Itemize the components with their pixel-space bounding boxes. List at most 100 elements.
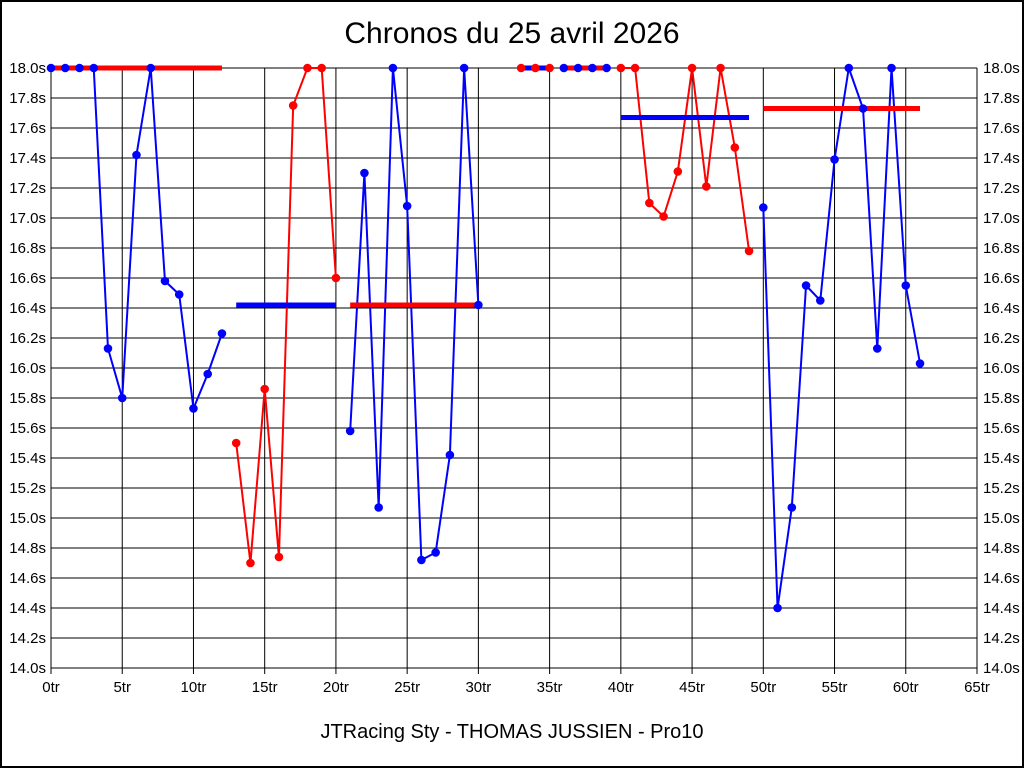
y-tick-label-right: 14.8s	[983, 540, 1020, 557]
session-7-point	[858, 104, 868, 113]
y-tick-label-left: 16.2s	[9, 330, 46, 347]
session-6-point	[659, 212, 668, 221]
x-tick-label: 0tr	[42, 679, 60, 696]
session-7-point	[759, 203, 768, 212]
x-tick-label: 45tr	[679, 679, 705, 696]
session-7-point	[773, 603, 782, 613]
y-tick-label-right: 15.4s	[983, 450, 1020, 467]
session-2-point	[274, 552, 284, 562]
session-3-point	[388, 63, 398, 73]
session-6-point	[687, 63, 697, 73]
session-6-point	[673, 167, 683, 176]
session-6-point	[616, 63, 626, 73]
x-tick-label: 60tr	[893, 679, 919, 696]
y-tick-label-left: 14.2s	[9, 630, 46, 647]
session-1-point	[89, 63, 99, 73]
session-7-point	[830, 155, 839, 164]
x-tick-label: 30tr	[465, 679, 491, 696]
session-2-point	[260, 384, 269, 394]
session-1-point	[189, 404, 198, 413]
y-tick-label-left: 16.6s	[9, 270, 46, 287]
y-tick-label-right: 14.2s	[983, 630, 1020, 647]
session-2-point	[231, 438, 241, 448]
session-6-line	[620, 67, 751, 252]
session-6-point	[630, 63, 640, 73]
session-7-point	[887, 63, 896, 73]
y-tick-label-left: 18.0s	[9, 60, 46, 77]
y-tick-label-left: 16.4s	[9, 300, 46, 317]
session-3-point	[417, 555, 426, 565]
session-3-point	[360, 168, 369, 178]
y-tick-label-left: 15.8s	[9, 390, 46, 407]
session-1-point	[160, 276, 170, 286]
y-tick-label-left: 15.2s	[9, 480, 46, 497]
session-2-point	[317, 63, 326, 73]
y-tick-label-left: 15.6s	[9, 420, 46, 437]
session-3-point	[345, 426, 355, 436]
session-7-point	[801, 281, 811, 290]
session-7-point	[915, 359, 925, 368]
y-tick-label-right: 16.6s	[983, 270, 1020, 287]
y-tick-label-right: 17.4s	[983, 150, 1020, 167]
session-6-point	[744, 246, 754, 256]
session-4-point	[531, 63, 540, 73]
session-2-point	[331, 273, 341, 283]
y-tick-label-right: 17.8s	[983, 90, 1020, 107]
session-7-point	[815, 296, 825, 305]
session-6-point	[702, 182, 711, 191]
x-tick-label: 25tr	[394, 679, 420, 696]
y-tick-label-left: 14.8s	[9, 540, 46, 557]
session-1-point	[217, 329, 227, 338]
session-1-point	[75, 63, 84, 73]
y-tick-label-right: 15.6s	[983, 420, 1020, 437]
session-2-line	[235, 67, 337, 564]
session-3-line	[349, 67, 480, 562]
session-1-point	[132, 150, 141, 160]
session-6-point	[716, 63, 725, 73]
session-1-point	[174, 290, 184, 299]
session-1-point	[46, 63, 56, 73]
session-7-point	[787, 503, 797, 512]
x-tick-label: 40tr	[608, 679, 634, 696]
x-tick-label: 5tr	[113, 679, 131, 696]
session-7-point	[872, 344, 882, 353]
y-tick-label-left: 14.6s	[9, 570, 46, 587]
session-3-point	[459, 63, 469, 73]
session-4-point	[545, 63, 554, 73]
y-tick-label-left: 15.4s	[9, 450, 46, 467]
y-tick-label-left: 17.6s	[9, 120, 46, 137]
session-5-point	[573, 63, 583, 73]
session-1-point	[103, 344, 113, 353]
y-tick-label-right: 16.8s	[983, 240, 1020, 257]
session-4-point	[516, 63, 526, 73]
session-3-point	[445, 450, 455, 460]
session-7-line	[762, 67, 921, 609]
y-tick-label-right: 16.2s	[983, 330, 1020, 347]
y-tick-label-left: 16.0s	[9, 360, 46, 377]
session-3-point	[402, 201, 412, 211]
chart-footer: JTRacing Sty - THOMAS JUSSIEN - Pro10	[320, 721, 704, 743]
session-1-point	[60, 63, 70, 73]
y-tick-label-left: 17.8s	[9, 90, 46, 107]
session-1-line	[51, 67, 223, 413]
session-3-point	[374, 503, 383, 512]
session-1-point	[146, 63, 156, 73]
y-tick-label-right: 17.2s	[983, 180, 1020, 197]
y-tick-label-right: 17.0s	[983, 210, 1020, 227]
y-tick-label-right: 15.8s	[983, 390, 1020, 407]
x-tick-label: 35tr	[537, 679, 563, 696]
session-7-point	[901, 281, 911, 290]
y-tick-label-right: 17.6s	[983, 120, 1020, 137]
y-tick-label-left: 15.0s	[9, 510, 46, 527]
x-tick-label: 50tr	[750, 679, 776, 696]
y-tick-label-left: 14.4s	[9, 600, 46, 617]
y-tick-label-right: 15.2s	[983, 480, 1020, 497]
session-2-point	[303, 63, 312, 73]
y-tick-label-left: 14.0s	[9, 660, 46, 677]
y-tick-label-right: 16.0s	[983, 360, 1020, 377]
y-tick-label-right: 16.4s	[983, 300, 1020, 317]
chart-title: Chronos du 25 avril 2026	[344, 17, 680, 50]
session-1-point	[117, 393, 127, 403]
